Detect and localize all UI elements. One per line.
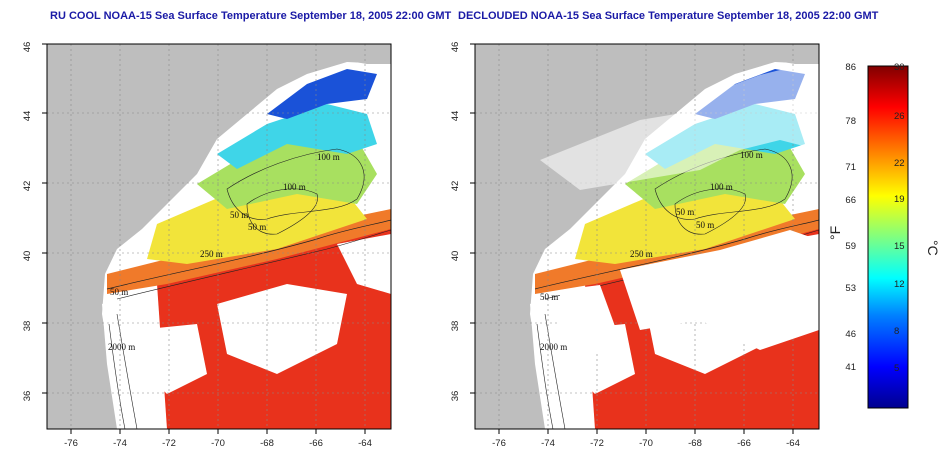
x-tick-label: -64 bbox=[786, 438, 800, 449]
map1-contour-label: 50 m bbox=[110, 287, 128, 297]
colorbar-f-label: 66 bbox=[845, 195, 856, 206]
map2-contour-label: 100 m bbox=[710, 182, 733, 192]
map1-contour-label: 50 m bbox=[230, 210, 248, 220]
x-tick-label: -66 bbox=[737, 438, 751, 449]
y-tick-label: 46 bbox=[22, 42, 33, 53]
x-tick-label: -72 bbox=[162, 438, 176, 449]
map1-contour-label: 2000 m bbox=[108, 342, 135, 352]
y-tick-label: 38 bbox=[22, 321, 33, 332]
colorbar-c-label: 5 bbox=[894, 363, 899, 374]
y-tick-label: 40 bbox=[22, 251, 33, 262]
colorbar-f-label: 41 bbox=[845, 362, 856, 373]
x-tick-label: -74 bbox=[541, 438, 555, 449]
map1-contour-label: 100 m bbox=[317, 152, 340, 162]
map1-contour-label: 100 m bbox=[283, 182, 306, 192]
x-tick-label: -74 bbox=[113, 438, 127, 449]
map1-contour-label: 250 m bbox=[200, 249, 223, 259]
colorbar-c-label: 22 bbox=[894, 158, 905, 169]
map2-contour-label: 2000 m bbox=[540, 342, 567, 352]
y-tick-label: 46 bbox=[450, 42, 461, 53]
map2-contour-label: 50 m bbox=[696, 220, 714, 230]
x-tick-label: -68 bbox=[260, 438, 274, 449]
map2-title: DECLOUDED NOAA-15 Sea Surface Temperatur… bbox=[458, 10, 879, 22]
y-tick-label: 42 bbox=[22, 181, 33, 192]
map1-contour-label: 50 m bbox=[248, 222, 266, 232]
colorbar-f-label: 71 bbox=[845, 162, 856, 173]
celsius-unit: °C bbox=[925, 240, 941, 256]
colorbar-f-label: 46 bbox=[845, 329, 856, 340]
x-tick-label: -72 bbox=[590, 438, 604, 449]
x-tick-label: -66 bbox=[309, 438, 323, 449]
map1-frame bbox=[46, 43, 392, 430]
colorbar-c-label: 15 bbox=[894, 241, 905, 252]
colorbar-c-label: 26 bbox=[894, 111, 905, 122]
colorbar-c-label: 30 bbox=[894, 62, 905, 73]
map1-title: RU COOL NOAA-15 Sea Surface Temperature … bbox=[50, 10, 452, 22]
colorbar-c-label: 12 bbox=[894, 279, 905, 290]
y-tick-label: 40 bbox=[450, 251, 461, 262]
x-tick-label: -70 bbox=[639, 438, 653, 449]
y-tick-label: 36 bbox=[450, 391, 461, 402]
y-tick-label: 44 bbox=[450, 111, 461, 122]
x-tick-label: -76 bbox=[64, 438, 78, 449]
map2-contour-label: 100 m bbox=[740, 150, 763, 160]
x-tick-label: -68 bbox=[688, 438, 702, 449]
map2-frame bbox=[474, 43, 820, 430]
y-tick-label: 44 bbox=[22, 111, 33, 122]
colorbar-c-label: 8 bbox=[894, 326, 899, 337]
colorbar-f-label: 86 bbox=[845, 62, 856, 73]
map2-panel bbox=[475, 44, 819, 429]
colorbar-f-label: 59 bbox=[845, 241, 856, 252]
fahrenheit-unit: °F bbox=[827, 226, 843, 240]
map2-contour-label: 250 m bbox=[630, 249, 653, 259]
colorbar-f-label: 53 bbox=[845, 283, 856, 294]
map2-contour-label: 50 m bbox=[676, 207, 694, 217]
x-tick-label: -64 bbox=[358, 438, 372, 449]
colorbar-ticks: 86 78 71 66 59 53 46 41 30 26 22 19 15 12 8 5 bbox=[845, 62, 904, 374]
colorbar bbox=[867, 65, 909, 409]
y-tick-label: 42 bbox=[450, 181, 461, 192]
y-tick-label: 36 bbox=[22, 391, 33, 402]
map1-panel bbox=[47, 44, 391, 429]
x-tick-label: -76 bbox=[492, 438, 506, 449]
colorbar-f-label: 78 bbox=[845, 116, 856, 127]
map2-contour-label: 50 m bbox=[540, 292, 558, 302]
axes-ticks: -76 -74 -72 -70 -68 -66 -64 46 44 42 40 38 36 -76 -74 -… bbox=[22, 42, 800, 449]
y-tick-label: 38 bbox=[450, 321, 461, 332]
colorbar-c-label: 19 bbox=[894, 194, 905, 205]
x-tick-label: -70 bbox=[211, 438, 225, 449]
